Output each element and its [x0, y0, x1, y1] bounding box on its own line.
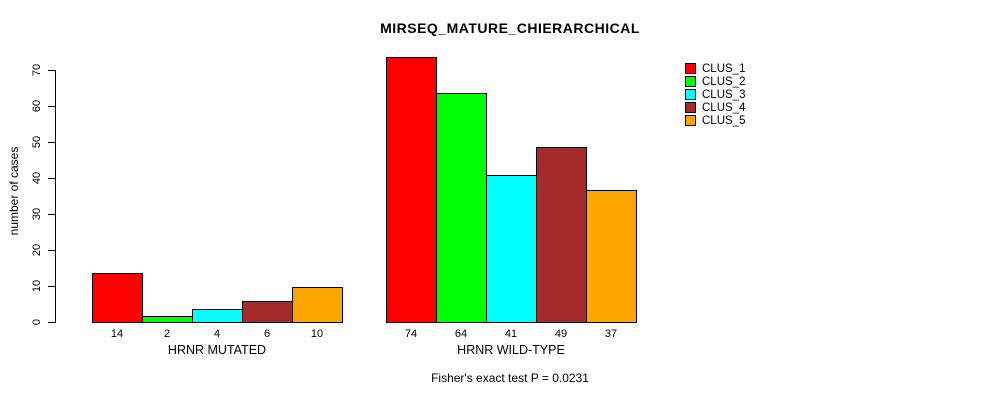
bar-clus_4	[242, 301, 293, 323]
y-axis-tick-label: 60	[31, 99, 43, 113]
y-axis-tick	[48, 250, 55, 251]
legend-label: CLUS_5	[702, 114, 746, 127]
bar-clus_4	[536, 147, 587, 323]
bar-clus_2	[142, 316, 193, 323]
legend-item: CLUS_4	[685, 101, 745, 114]
y-axis-tick	[48, 142, 55, 143]
bar-clus_1	[386, 57, 437, 323]
legend-item: CLUS_2	[685, 75, 745, 88]
bar-value-label: 2	[163, 328, 171, 340]
bar-clus_2	[436, 93, 487, 323]
y-axis-tick	[48, 286, 55, 287]
bar-value-label: 10	[310, 328, 324, 340]
y-axis-tick	[48, 178, 55, 179]
legend-item: CLUS_1	[685, 62, 745, 75]
y-axis-tick-label: 20	[31, 243, 43, 257]
bar-value-label: 14	[110, 328, 124, 340]
bar-clus_3	[192, 309, 243, 323]
legend-swatch	[685, 89, 696, 100]
bar-clus_5	[586, 190, 637, 323]
y-axis-tick-label: 50	[31, 135, 43, 149]
bar-value-label: 37	[604, 328, 618, 340]
y-axis-tick	[48, 214, 55, 215]
legend-swatch	[685, 76, 696, 87]
fisher-test-annotation: Fisher's exact test P = 0.0231	[431, 371, 589, 385]
x-group-label-mutated: HRNR MUTATED	[167, 343, 267, 357]
legend-item: CLUS_3	[685, 88, 745, 101]
legend-swatch	[685, 63, 696, 74]
legend-label: CLUS_1	[702, 62, 746, 75]
chart-title: MIRSEQ_MATURE_CHIERARCHICAL	[380, 20, 640, 36]
y-axis-tick-label: 70	[31, 63, 43, 77]
legend-swatch	[685, 102, 696, 113]
bar-value-label: 41	[504, 328, 518, 340]
bar-value-label: 4	[213, 328, 221, 340]
y-axis-tick-label: 30	[31, 207, 43, 221]
bar-value-label: 74	[404, 328, 418, 340]
bar-value-label: 49	[554, 328, 568, 340]
bar-clus_1	[92, 273, 143, 323]
bar-clus_5	[292, 287, 343, 323]
legend: CLUS_1 CLUS_2 CLUS_3 CLUS_4 CLUS_5	[685, 62, 745, 127]
bar-value-label: 64	[454, 328, 468, 340]
y-axis-tick-label: 10	[31, 279, 43, 293]
legend-item: CLUS_5	[685, 114, 745, 127]
y-axis-tick	[48, 322, 55, 323]
y-axis-line	[55, 70, 56, 323]
bar-clus_3	[486, 175, 537, 323]
legend-label: CLUS_2	[702, 75, 746, 88]
y-axis-tick	[48, 70, 55, 71]
y-axis-tick	[48, 106, 55, 107]
x-group-label-wild-type: HRNR WILD-TYPE	[457, 343, 565, 357]
legend-swatch	[685, 115, 696, 126]
y-axis-tick-label: 0	[31, 318, 43, 326]
bar-value-label: 6	[263, 328, 271, 340]
legend-label: CLUS_4	[702, 101, 746, 114]
y-axis-tick-label: 40	[31, 171, 43, 185]
y-axis-title: number of cases	[7, 146, 21, 236]
legend-label: CLUS_3	[702, 88, 746, 101]
